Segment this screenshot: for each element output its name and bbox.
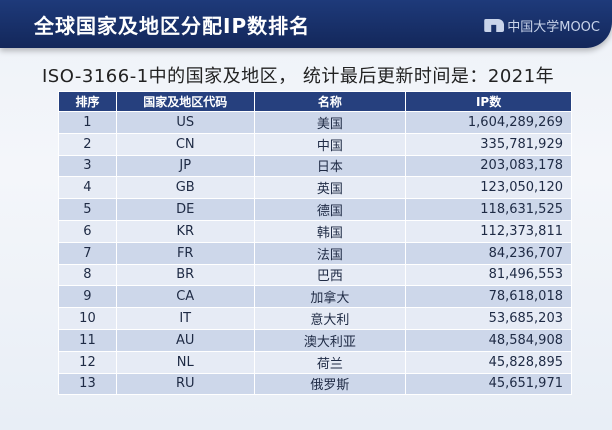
- table-row: 11 AU 澳大利亚 48,584,908: [58, 328, 572, 352]
- table-row: 8 BR 巴西 81,496,553: [58, 263, 572, 287]
- table-header-row: 排序 国家及地区代码 名称 IP数: [58, 91, 572, 112]
- cell-rank: 3: [58, 154, 117, 178]
- cell-rank: 9: [58, 285, 117, 309]
- cell-rank: 6: [58, 219, 117, 243]
- table-row: 9 CA 加拿大 78,618,018: [58, 285, 572, 309]
- mooc-logo: 中国大学MOOC: [484, 16, 600, 35]
- cell-code: GB: [115, 176, 255, 200]
- cell-ip: 84,236,707: [405, 241, 572, 265]
- cell-name: 法国: [253, 241, 407, 265]
- header-code: 国家及地区代码: [115, 91, 255, 112]
- cell-rank: 1: [58, 111, 117, 134]
- cell-code: IT: [115, 307, 255, 330]
- table-row: 4 GB 英国 123,050,120: [58, 176, 572, 200]
- cell-rank: 11: [58, 328, 117, 352]
- cell-name: 荷兰: [253, 350, 407, 374]
- cell-ip: 1,604,289,269: [405, 111, 572, 134]
- cell-code: US: [115, 111, 255, 134]
- cell-name: 英国: [253, 176, 407, 200]
- cell-rank: 7: [58, 241, 117, 265]
- cell-ip: 45,828,895: [405, 350, 572, 374]
- cell-name: 德国: [253, 198, 407, 221]
- cell-ip: 48,584,908: [405, 328, 572, 352]
- table-row: 13 RU 俄罗斯 45,651,971: [58, 372, 572, 396]
- cell-rank: 2: [58, 132, 117, 156]
- cell-code: FR: [115, 241, 255, 265]
- cell-code: JP: [115, 154, 255, 178]
- table-row: 2 CN 中国 335,781,929: [58, 132, 572, 156]
- cell-code: CN: [115, 132, 255, 156]
- cell-ip: 53,685,203: [405, 307, 572, 330]
- table-row: 10 IT 意大利 53,685,203: [58, 307, 572, 330]
- cell-name: 俄罗斯: [253, 372, 407, 396]
- table-row: 1 US 美国 1,604,289,269: [58, 111, 572, 134]
- cell-code: DE: [115, 198, 255, 221]
- table-row: 5 DE 德国 118,631,525: [58, 198, 572, 221]
- mooc-logo-icon: [484, 19, 505, 32]
- subtitle: ISO-3166-1中的国家及地区， 统计最后更新时间是：2021年: [42, 66, 555, 87]
- cell-ip: 78,618,018: [405, 285, 572, 309]
- cell-rank: 13: [58, 372, 117, 396]
- cell-name: 意大利: [253, 307, 407, 330]
- cell-name: 美国: [253, 111, 407, 134]
- cell-ip: 112,373,811: [405, 219, 572, 243]
- table-row: 3 JP 日本 203,083,178: [58, 154, 572, 178]
- cell-rank: 4: [58, 176, 117, 200]
- cell-code: BR: [115, 263, 255, 287]
- title-bar: 全球国家及地区分配IP数排名 中国大学MOOC: [0, 0, 612, 48]
- header-rank: 排序: [58, 91, 117, 112]
- cell-ip: 81,496,553: [405, 263, 572, 287]
- cell-rank: 10: [58, 307, 117, 330]
- cell-code: AU: [115, 328, 255, 352]
- cell-name: 韩国: [253, 219, 407, 243]
- cell-code: RU: [115, 372, 255, 396]
- cell-name: 中国: [253, 132, 407, 156]
- mooc-logo-text: 中国大学MOOC: [507, 20, 600, 35]
- cell-ip: 123,050,120: [405, 176, 572, 200]
- cell-rank: 8: [58, 263, 117, 287]
- cell-ip: 118,631,525: [405, 198, 572, 221]
- cell-code: CA: [115, 285, 255, 309]
- cell-ip: 203,083,178: [405, 154, 572, 178]
- ip-ranking-table: 排序 国家及地区代码 名称 IP数 1 US 美国 1,604,289,269 …: [58, 91, 572, 396]
- cell-ip: 335,781,929: [405, 132, 572, 156]
- cell-name: 澳大利亚: [253, 328, 407, 352]
- table-row: 6 KR 韩国 112,373,811: [58, 219, 572, 243]
- cell-code: NL: [115, 350, 255, 374]
- cell-ip: 45,651,971: [405, 372, 572, 396]
- cell-name: 加拿大: [253, 285, 407, 309]
- cell-code: KR: [115, 219, 255, 243]
- cell-name: 日本: [253, 154, 407, 178]
- cell-rank: 12: [58, 350, 117, 374]
- cell-rank: 5: [58, 198, 117, 221]
- table-row: 7 FR 法国 84,236,707: [58, 241, 572, 265]
- table-row: 12 NL 荷兰 45,828,895: [58, 350, 572, 374]
- cell-name: 巴西: [253, 263, 407, 287]
- header-name: 名称: [253, 91, 407, 112]
- header-ip: IP数: [405, 91, 572, 112]
- page-title: 全球国家及地区分配IP数排名: [34, 14, 311, 38]
